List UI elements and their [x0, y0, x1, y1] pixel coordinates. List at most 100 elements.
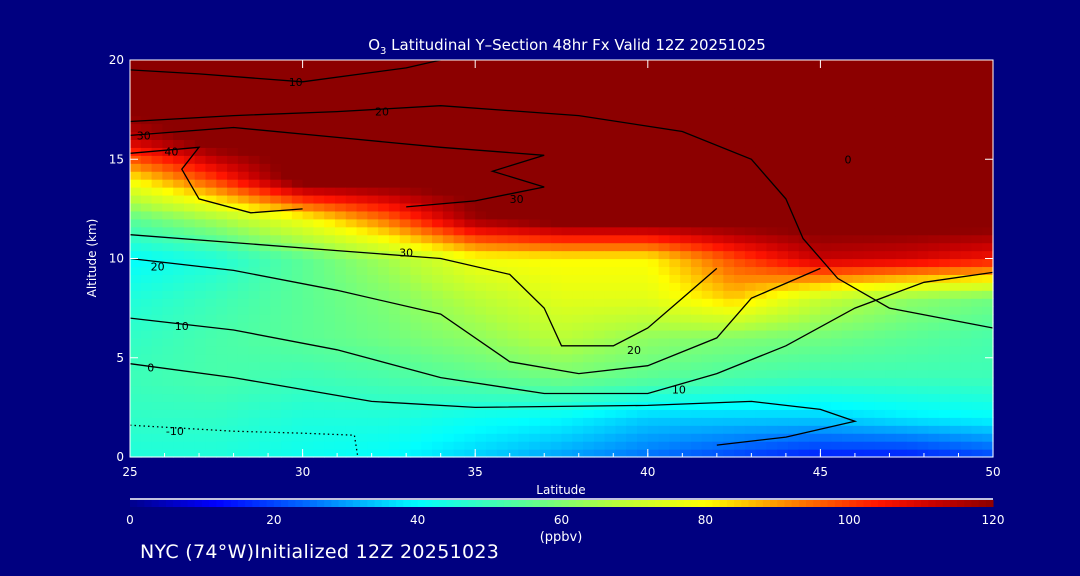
heatmap-cell — [140, 425, 153, 434]
y-tick-label: 20 — [109, 53, 124, 67]
heatmap-cell — [874, 449, 886, 458]
heatmap-cell — [130, 298, 142, 307]
heatmap-cell — [615, 155, 627, 164]
heatmap-cell — [723, 401, 735, 410]
heatmap-cell — [895, 329, 908, 339]
heatmap-cell — [356, 290, 368, 299]
heatmap-cell — [798, 91, 811, 101]
heatmap-cell — [626, 322, 638, 331]
heatmap-cell — [291, 258, 304, 268]
heatmap-cell — [539, 337, 552, 347]
heatmap-cell — [734, 266, 746, 275]
heatmap-cell — [334, 393, 347, 403]
heatmap-cell — [680, 226, 692, 236]
heatmap-cell — [734, 60, 746, 69]
heatmap-cell — [507, 163, 519, 172]
heatmap-cell — [550, 147, 563, 156]
heatmap-cell — [755, 218, 768, 228]
heatmap-cell — [766, 67, 778, 77]
heatmap-cell — [723, 218, 735, 228]
heatmap-cell — [669, 449, 681, 458]
heatmap-cell — [442, 210, 455, 220]
heatmap-cell — [971, 155, 983, 164]
heatmap-cell — [313, 139, 325, 148]
heatmap-cell — [680, 274, 692, 283]
heatmap-cell — [982, 218, 994, 228]
heatmap-cell — [216, 322, 228, 331]
heatmap-cell — [194, 202, 207, 212]
heatmap-cell — [788, 179, 800, 188]
heatmap-cell — [572, 425, 584, 434]
heatmap-cell — [928, 329, 940, 339]
heatmap-cell — [162, 282, 174, 291]
heatmap-cell — [885, 131, 897, 140]
heatmap-cell — [647, 266, 660, 275]
heatmap-cell — [378, 163, 390, 172]
heatmap-cell — [755, 425, 768, 434]
heatmap-cell — [604, 353, 617, 363]
heatmap-cell — [205, 345, 217, 355]
heatmap-cell — [744, 139, 757, 148]
heatmap-cell — [712, 60, 724, 69]
heatmap-cell — [712, 417, 724, 426]
heatmap-cell — [550, 234, 563, 244]
heatmap-cell — [227, 377, 239, 387]
heatmap-cell — [367, 83, 379, 93]
heatmap-cell — [399, 67, 412, 77]
heatmap-cell — [205, 99, 217, 109]
heatmap-cell — [140, 218, 153, 228]
heatmap-cell — [755, 401, 768, 410]
heatmap-cell — [367, 91, 379, 101]
heatmap-cell — [367, 250, 379, 260]
heatmap-cell — [572, 449, 584, 458]
heatmap-cell — [356, 107, 368, 117]
heatmap-cell — [820, 377, 832, 387]
heatmap-cell — [227, 274, 239, 283]
heatmap-cell — [949, 393, 962, 403]
heatmap-cell — [917, 171, 929, 180]
heatmap-cell — [723, 274, 735, 283]
heatmap-cell — [334, 179, 347, 188]
heatmap-cell — [755, 194, 768, 204]
heatmap-cell — [626, 425, 638, 434]
heatmap-cell — [334, 147, 347, 156]
heatmap-cell — [841, 425, 854, 434]
heatmap-cell — [507, 329, 519, 339]
heatmap-cell — [712, 322, 724, 331]
heatmap-cell — [388, 234, 401, 244]
heatmap-cell — [647, 433, 660, 442]
heatmap-cell — [183, 258, 196, 268]
heatmap-cell — [690, 99, 703, 109]
heatmap-cell — [669, 115, 681, 125]
heatmap-cell — [971, 353, 983, 363]
heatmap-cell — [734, 409, 746, 418]
heatmap-cell — [626, 75, 638, 85]
heatmap-cell — [183, 361, 196, 371]
x-tick-label: 30 — [295, 465, 310, 479]
heatmap-cell — [626, 433, 638, 442]
heatmap-cell — [885, 218, 897, 228]
heatmap-cell — [960, 409, 973, 418]
heatmap-cell — [453, 441, 466, 450]
heatmap-cell — [259, 218, 271, 228]
heatmap-cell — [281, 226, 293, 236]
heatmap-cell — [798, 226, 811, 236]
heatmap-cell — [183, 226, 196, 236]
heatmap-cell — [162, 353, 174, 363]
heatmap-cell — [777, 282, 789, 291]
heatmap-cell — [561, 123, 573, 133]
heatmap-cell — [744, 147, 757, 156]
heatmap-cell — [680, 441, 692, 450]
heatmap-cell — [561, 322, 573, 331]
heatmap-cell — [162, 155, 174, 164]
heatmap-cell — [723, 345, 735, 355]
heatmap-cell — [216, 179, 228, 188]
heatmap-cell — [960, 91, 973, 101]
heatmap-cell — [777, 163, 789, 172]
heatmap-cell — [658, 298, 670, 307]
contour-label: 30 — [399, 247, 413, 260]
heatmap-cell — [442, 91, 455, 101]
heatmap-cell — [248, 234, 261, 244]
heatmap-cell — [216, 353, 228, 363]
